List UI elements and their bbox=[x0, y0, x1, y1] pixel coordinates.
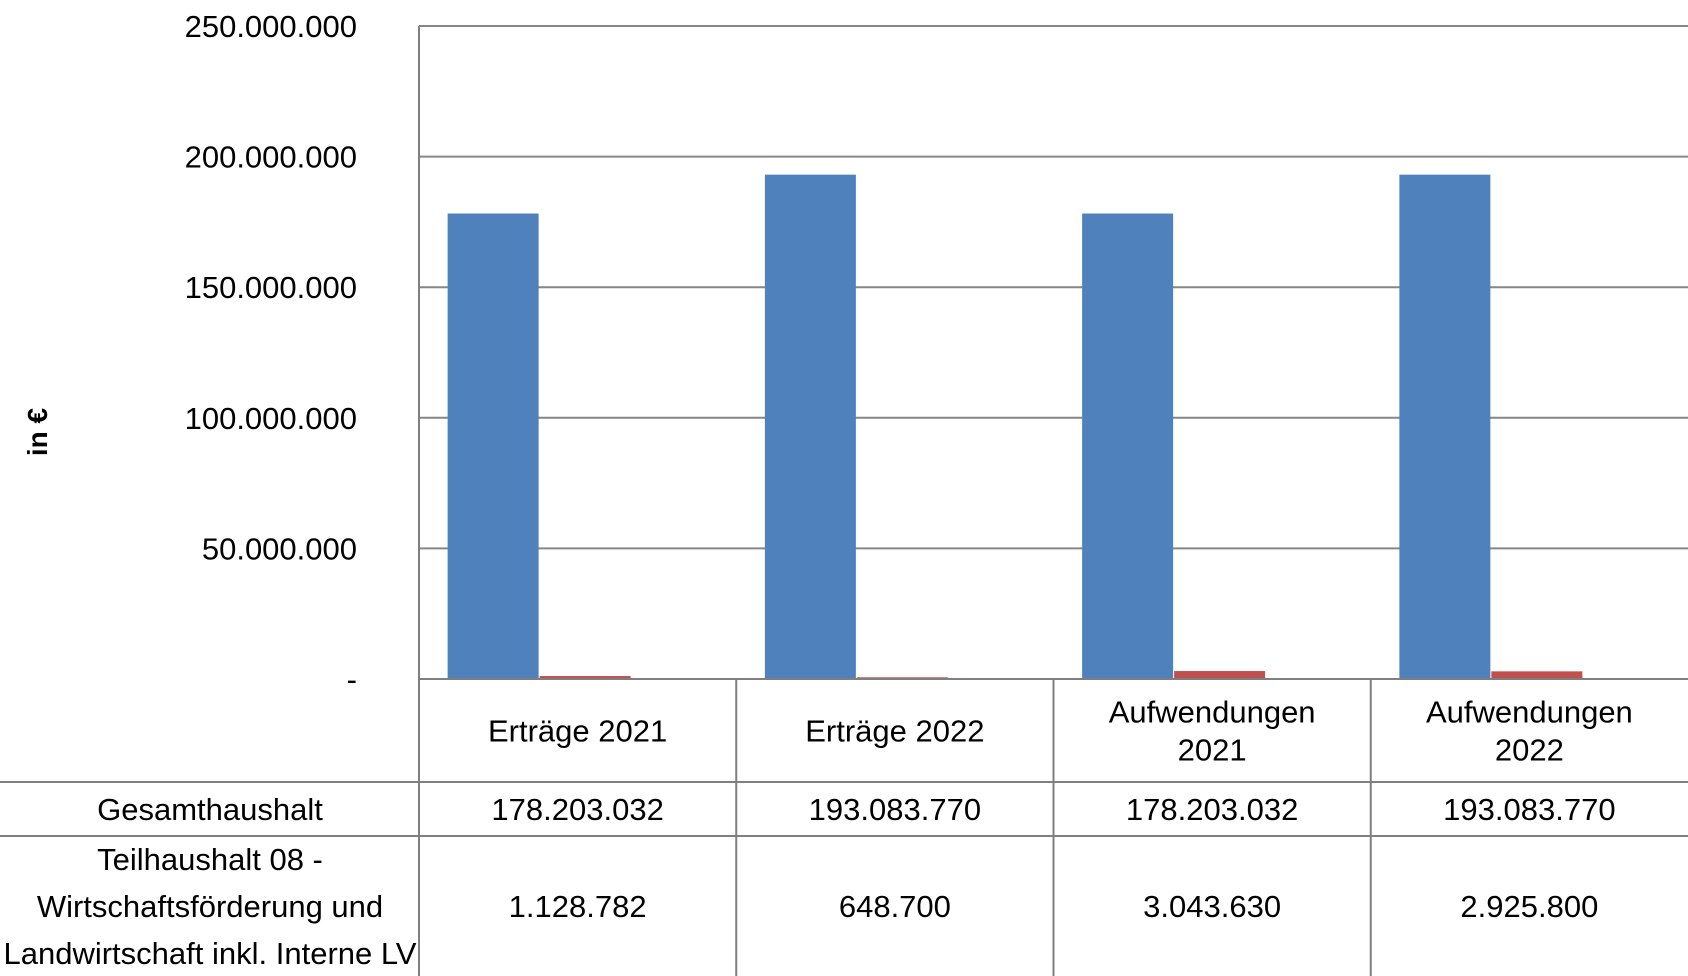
y-tick-label: 50.000.000 bbox=[202, 531, 357, 566]
table-value: 193.083.770 bbox=[1443, 792, 1615, 827]
y-tick-label: 150.000.000 bbox=[185, 270, 357, 305]
y-tick-label: 250.000.000 bbox=[185, 9, 357, 44]
table-value: 648.700 bbox=[839, 889, 951, 924]
bar-series1-2 bbox=[764, 174, 856, 679]
table-value: 178.203.032 bbox=[1126, 792, 1298, 827]
table-value: 2.925.800 bbox=[1460, 889, 1598, 924]
category-label: Aufwendungen 2022 bbox=[1426, 695, 1633, 768]
y-tick-label: 100.000.000 bbox=[185, 401, 357, 436]
y-tick-label: - bbox=[347, 662, 357, 697]
gridlines bbox=[419, 25, 1688, 550]
series-name: Teilhaushalt 08 -Wirtschaftsförderung un… bbox=[4, 842, 417, 971]
category-label: Aufwendungen 2021 bbox=[1109, 695, 1316, 768]
bar-series2-1 bbox=[539, 676, 631, 679]
bar-series1-4 bbox=[1399, 174, 1491, 679]
bar-series1-1 bbox=[447, 213, 539, 679]
table-value: 193.083.770 bbox=[809, 792, 981, 827]
data-table: Erträge 2021 Erträge 2022 Aufwendungen 2021… bbox=[0, 679, 1688, 976]
y-tick-label: 200.000.000 bbox=[185, 140, 357, 175]
category-label: Erträge 2022 bbox=[805, 714, 984, 749]
bar-series2-4 bbox=[1491, 671, 1583, 679]
series-name: Gesamthaushalt bbox=[97, 792, 323, 827]
bar-series1-3 bbox=[1082, 213, 1174, 679]
y-axis-label: in € bbox=[22, 407, 53, 456]
axes: - 50.000.000 100.000.000 150.000.000 200.000… bbox=[185, 9, 1688, 976]
table-value: 178.203.032 bbox=[491, 792, 663, 827]
category-label: Erträge 2021 bbox=[488, 714, 667, 749]
table-value: 3.043.630 bbox=[1143, 889, 1281, 924]
bar-series2-3 bbox=[1174, 671, 1266, 679]
bars bbox=[447, 174, 1583, 679]
table-value: 1.128.782 bbox=[509, 889, 647, 924]
